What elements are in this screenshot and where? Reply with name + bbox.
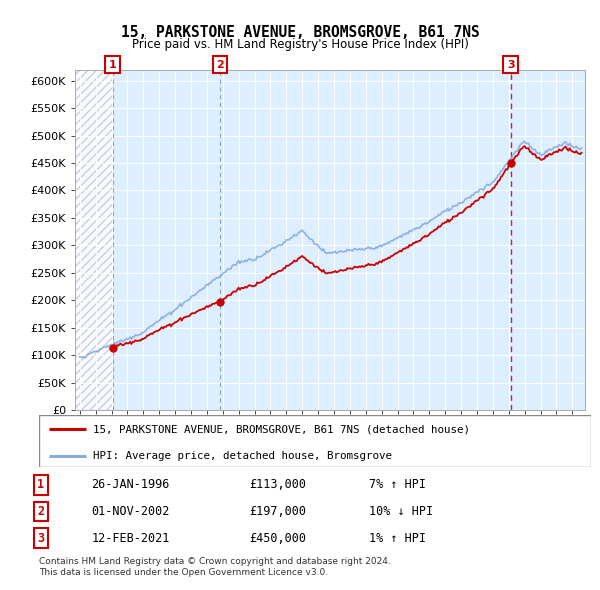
Text: 2: 2 <box>37 505 44 518</box>
Text: HPI: Average price, detached house, Bromsgrove: HPI: Average price, detached house, Brom… <box>93 451 392 461</box>
Text: 10% ↓ HPI: 10% ↓ HPI <box>369 505 433 518</box>
Text: £197,000: £197,000 <box>249 505 306 518</box>
Text: 1: 1 <box>37 478 44 491</box>
Text: Price paid vs. HM Land Registry's House Price Index (HPI): Price paid vs. HM Land Registry's House … <box>131 38 469 51</box>
Text: 15, PARKSTONE AVENUE, BROMSGROVE, B61 7NS (detached house): 15, PARKSTONE AVENUE, BROMSGROVE, B61 7N… <box>93 424 470 434</box>
Text: 3: 3 <box>507 60 514 70</box>
Text: Contains HM Land Registry data © Crown copyright and database right 2024.: Contains HM Land Registry data © Crown c… <box>39 558 391 566</box>
Text: This data is licensed under the Open Government Licence v3.0.: This data is licensed under the Open Gov… <box>39 568 328 577</box>
Text: 3: 3 <box>37 532 44 545</box>
Text: 2: 2 <box>216 60 224 70</box>
Text: 1: 1 <box>109 60 116 70</box>
Text: 1% ↑ HPI: 1% ↑ HPI <box>369 532 426 545</box>
Text: £450,000: £450,000 <box>249 532 306 545</box>
Text: 7% ↑ HPI: 7% ↑ HPI <box>369 478 426 491</box>
Text: 12-FEB-2021: 12-FEB-2021 <box>91 532 170 545</box>
Text: 01-NOV-2002: 01-NOV-2002 <box>91 505 170 518</box>
Text: £113,000: £113,000 <box>249 478 306 491</box>
Text: 15, PARKSTONE AVENUE, BROMSGROVE, B61 7NS: 15, PARKSTONE AVENUE, BROMSGROVE, B61 7N… <box>121 25 479 40</box>
Bar <box>75 70 113 410</box>
Text: 26-JAN-1996: 26-JAN-1996 <box>91 478 170 491</box>
